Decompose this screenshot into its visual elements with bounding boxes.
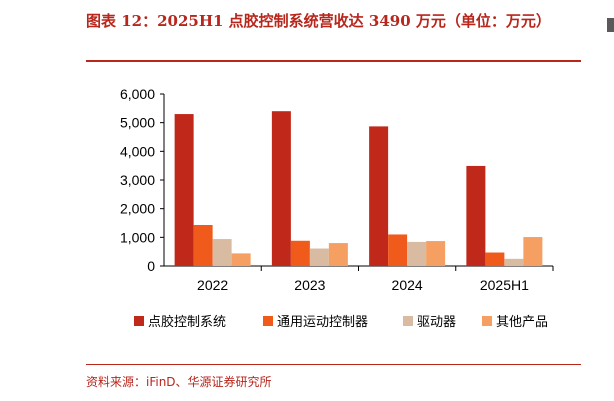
bar <box>485 252 505 266</box>
bar <box>328 243 348 266</box>
y-tick-label: 2,000 <box>120 201 155 217</box>
bar <box>271 111 291 266</box>
bar <box>290 240 310 266</box>
bar <box>174 114 194 266</box>
bar <box>523 237 543 266</box>
bar <box>193 225 213 266</box>
y-tick-label: 0 <box>147 258 155 274</box>
bar <box>466 165 486 266</box>
legend-label: 点胶控制系统 <box>148 314 226 330</box>
legend-swatch <box>134 316 144 326</box>
legend-label: 其他产品 <box>496 315 548 330</box>
y-tick-label: 1,000 <box>120 229 155 245</box>
y-tick-label: 3,000 <box>120 172 155 188</box>
bar <box>309 248 329 266</box>
x-tick-label: 2022 <box>197 277 228 293</box>
chart-title: 图表 12：2025H1 点胶控制系统营收达 3490 万元（单位：万元） <box>86 12 551 30</box>
y-tick-label: 6,000 <box>120 86 155 102</box>
bar <box>407 241 427 266</box>
source-divider <box>86 364 581 365</box>
x-tick-label: 2023 <box>294 277 325 293</box>
x-tick-label: 2025H1 <box>480 277 529 293</box>
legend-label: 驱动器 <box>417 315 456 330</box>
y-tick-label: 4,000 <box>120 143 155 159</box>
bar <box>388 234 408 266</box>
bar <box>231 253 251 266</box>
legend-swatch <box>263 316 273 326</box>
legend-label: 通用运动控制器 <box>277 315 368 330</box>
chart-source: 资料来源：iFinD、华源证券研究所 <box>86 375 272 389</box>
y-tick-label: 5,000 <box>120 115 155 131</box>
bar <box>369 126 389 266</box>
bar <box>426 241 446 266</box>
bar <box>504 258 524 266</box>
x-tick-label: 2024 <box>392 277 423 293</box>
legend-swatch <box>403 316 413 326</box>
adjacent-panel-edge <box>607 18 614 32</box>
legend-swatch <box>482 316 492 326</box>
title-divider <box>86 60 581 62</box>
bar <box>212 239 232 266</box>
